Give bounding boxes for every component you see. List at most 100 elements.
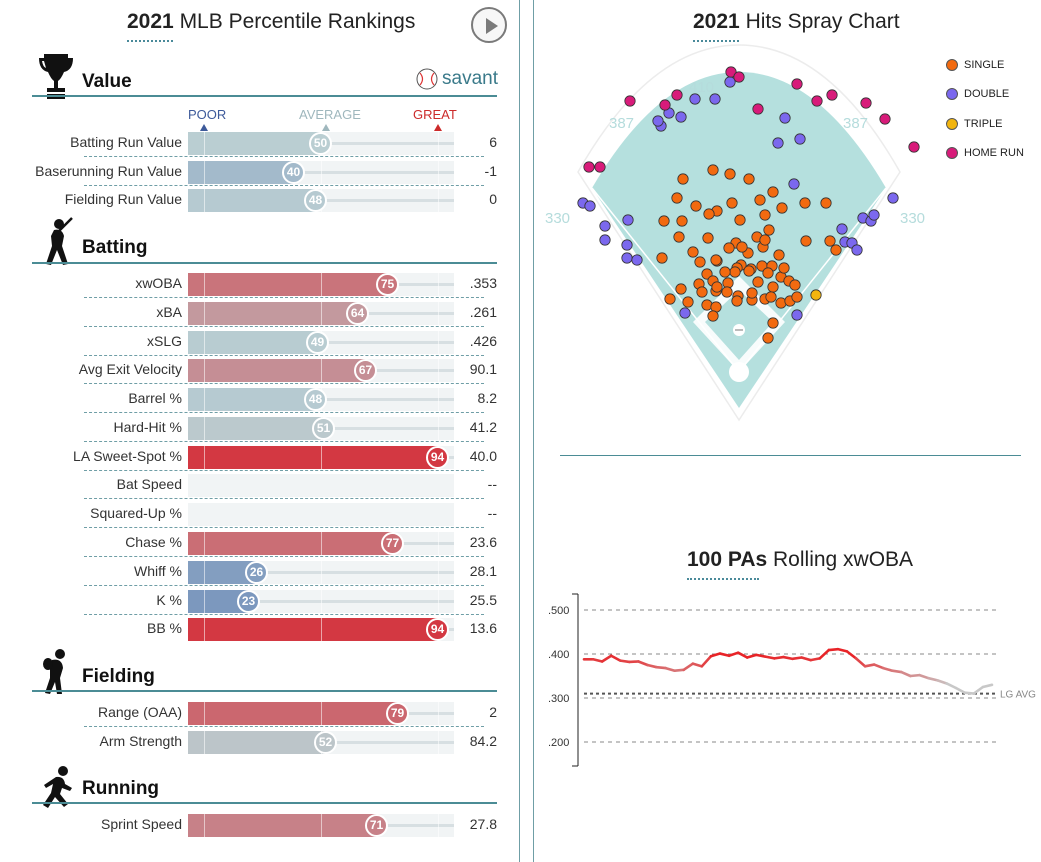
hit-point-double[interactable] — [836, 223, 848, 235]
hit-point-home-run[interactable] — [752, 103, 764, 115]
hit-point-double[interactable] — [621, 252, 633, 264]
percentile-badge[interactable]: 79 — [386, 702, 409, 725]
hit-point-single[interactable] — [658, 215, 670, 227]
percentile-badge[interactable]: 48 — [304, 189, 327, 212]
legend-homerun[interactable]: HOME RUN — [946, 139, 1024, 169]
metric-row[interactable]: Arm Strength 52 84.2 — [32, 728, 502, 756]
percentile-badge[interactable]: 64 — [346, 302, 369, 325]
metric-row[interactable]: Avg Exit Velocity 67 90.1 — [32, 356, 502, 384]
metric-row[interactable]: Sprint Speed 71 27.8 — [32, 811, 502, 839]
hit-point-double[interactable] — [868, 209, 880, 221]
hit-point-single[interactable] — [830, 244, 842, 256]
percentile-badge[interactable]: 50 — [309, 132, 332, 155]
metric-row[interactable]: Squared-Up % -- — [32, 500, 502, 528]
percentile-badge[interactable]: 40 — [282, 161, 305, 184]
legend-single[interactable]: SINGLE — [946, 50, 1024, 80]
hit-point-double[interactable] — [689, 93, 701, 105]
metric-row[interactable]: Baserunning Run Value 40 -1 — [32, 158, 502, 186]
hit-point-single[interactable] — [723, 242, 735, 254]
hit-point-home-run[interactable] — [725, 66, 737, 78]
percentile-badge[interactable]: 52 — [314, 731, 337, 754]
hit-point-single[interactable] — [743, 173, 755, 185]
hit-point-single[interactable] — [707, 164, 719, 176]
hit-point-double[interactable] — [779, 112, 791, 124]
hit-point-single[interactable] — [724, 168, 736, 180]
hit-point-single[interactable] — [736, 241, 748, 253]
hit-point-single[interactable] — [759, 209, 771, 221]
hit-point-double[interactable] — [679, 307, 691, 319]
hit-point-home-run[interactable] — [671, 89, 683, 101]
metric-row[interactable]: Barrel % 48 8.2 — [32, 385, 502, 413]
hit-point-single[interactable] — [767, 317, 779, 329]
hit-point-double[interactable] — [621, 239, 633, 251]
hit-point-single[interactable] — [746, 287, 758, 299]
savant-logo[interactable]: savant — [416, 68, 498, 90]
hit-point-single[interactable] — [767, 186, 779, 198]
play-button[interactable] — [471, 7, 507, 43]
hit-point-single[interactable] — [707, 310, 719, 322]
metric-row[interactable]: K % 23 25.5 — [32, 587, 502, 615]
percentile-badge[interactable]: 48 — [304, 388, 327, 411]
hit-point-single[interactable] — [701, 299, 713, 311]
hit-point-single[interactable] — [702, 232, 714, 244]
legend-double[interactable]: DOUBLE — [946, 80, 1024, 110]
hit-point-single[interactable] — [694, 256, 706, 268]
hit-point-single[interactable] — [776, 202, 788, 214]
hit-point-single[interactable] — [820, 197, 832, 209]
percentile-badge[interactable]: 67 — [354, 359, 377, 382]
hit-point-single[interactable] — [711, 281, 723, 293]
metric-row[interactable]: xBA 64 .261 — [32, 299, 502, 327]
hit-point-home-run[interactable] — [879, 113, 891, 125]
hit-point-single[interactable] — [734, 214, 746, 226]
percentile-badge[interactable]: 94 — [426, 618, 449, 641]
hit-point-single[interactable] — [664, 293, 676, 305]
hit-point-single[interactable] — [752, 276, 764, 288]
percentile-badge[interactable]: 51 — [312, 417, 335, 440]
percentile-badge[interactable]: 23 — [237, 590, 260, 613]
hit-point-home-run[interactable] — [594, 161, 606, 173]
legend-triple[interactable]: TRIPLE — [946, 109, 1024, 139]
hit-point-single[interactable] — [762, 267, 774, 279]
hit-point-home-run[interactable] — [908, 141, 920, 153]
hit-point-double[interactable] — [851, 244, 863, 256]
hit-point-home-run[interactable] — [791, 78, 803, 90]
hit-point-single[interactable] — [800, 235, 812, 247]
metric-row[interactable]: BB % 94 13.6 — [32, 615, 502, 643]
hit-point-single[interactable] — [731, 295, 743, 307]
hit-point-double[interactable] — [652, 115, 664, 127]
hit-point-home-run[interactable] — [659, 99, 671, 111]
percentile-badge[interactable]: 71 — [365, 814, 388, 837]
hit-point-single[interactable] — [677, 173, 689, 185]
hit-point-single[interactable] — [759, 234, 771, 246]
hit-point-double[interactable] — [709, 93, 721, 105]
hit-point-double[interactable] — [772, 137, 784, 149]
hit-point-single[interactable] — [767, 281, 779, 293]
hit-point-double[interactable] — [584, 200, 596, 212]
hit-point-single[interactable] — [696, 286, 708, 298]
hit-point-single[interactable] — [656, 252, 668, 264]
hit-point-single[interactable] — [687, 246, 699, 258]
hit-point-single[interactable] — [799, 197, 811, 209]
hit-point-single[interactable] — [762, 332, 774, 344]
metric-row[interactable]: xwOBA 75 .353 — [32, 270, 502, 298]
hit-point-single[interactable] — [703, 208, 715, 220]
hit-point-home-run[interactable] — [733, 71, 745, 83]
hit-point-double[interactable] — [622, 214, 634, 226]
hit-point-single[interactable] — [775, 297, 787, 309]
hit-point-double[interactable] — [791, 309, 803, 321]
percentile-badge[interactable]: 75 — [376, 273, 399, 296]
metric-row[interactable]: Range (OAA) 79 2 — [32, 699, 502, 727]
metric-row[interactable]: Hard-Hit % 51 41.2 — [32, 414, 502, 442]
hit-point-single[interactable] — [690, 200, 702, 212]
hit-point-single[interactable] — [710, 254, 722, 266]
hit-point-home-run[interactable] — [811, 95, 823, 107]
hit-point-single[interactable] — [721, 286, 733, 298]
metric-row[interactable]: Chase % 77 23.6 — [32, 529, 502, 557]
hit-point-single[interactable] — [726, 197, 738, 209]
hit-point-single[interactable] — [754, 194, 766, 206]
hit-point-single[interactable] — [765, 291, 777, 303]
hit-point-single[interactable] — [729, 266, 741, 278]
hit-point-single[interactable] — [675, 283, 687, 295]
metric-row[interactable]: Fielding Run Value 48 0 — [32, 186, 502, 214]
hit-point-single[interactable] — [763, 224, 775, 236]
